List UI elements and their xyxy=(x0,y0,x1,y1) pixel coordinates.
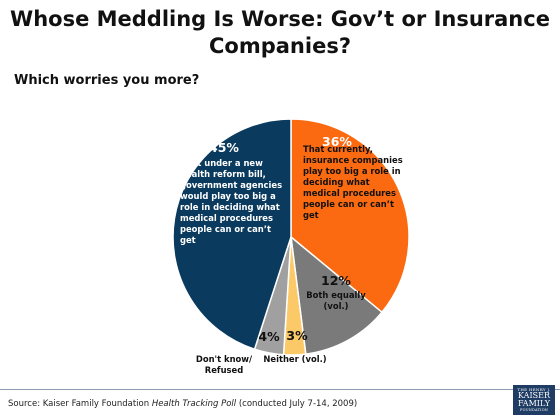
slice-description-1-line-3: play too big a role in xyxy=(303,166,401,176)
slice-description-3-line-1: Neither (vol.) xyxy=(263,354,326,364)
pie-slice-5 xyxy=(172,118,292,351)
slice-description-5-line-7: people can or can’t xyxy=(180,224,271,234)
slice-description-5-line-4: would play too big a xyxy=(180,191,276,201)
slice-description-4-line-1: Don't know/ xyxy=(196,354,253,364)
slice-description-1-line-5: medical procedures xyxy=(303,188,396,198)
pie-slice-2 xyxy=(290,235,383,355)
logo-line2: KAISER xyxy=(518,391,550,400)
kaiser-family-foundation-logo: THE HENRY J. KAISER FAMILY FOUNDATION xyxy=(513,385,555,415)
source-suffix: (conducted July 7-14, 2009) xyxy=(236,399,358,409)
pie-chart: 36%That currently,insurance companiespla… xyxy=(172,118,410,375)
slice-description-5-line-6: medical procedures xyxy=(180,213,273,223)
slice-percent-label-5: 45% xyxy=(209,140,239,155)
slice-description-1-line-4: deciding what xyxy=(303,177,370,187)
slice-description-1-line-6: people can or can’t xyxy=(303,199,394,209)
source-note: Source: Kaiser Family Foundation Health … xyxy=(8,399,357,409)
logo-line1: THE HENRY J. xyxy=(517,387,551,392)
slice-description-1-line-1: That currently, xyxy=(303,144,373,154)
slice-percent-label-4: 4% xyxy=(258,329,280,344)
slice-description-1-line-2: insurance companies xyxy=(303,155,403,165)
logo-line3: FAMILY xyxy=(517,399,551,408)
chart-subtitle: Which worries you more? xyxy=(14,73,200,88)
slice-description-5-line-2: health reform bill, xyxy=(180,169,266,179)
pie-slice-1 xyxy=(290,118,410,314)
slice-description-5-line-8: get xyxy=(180,235,196,245)
source-prefix: Source: Kaiser Family Foundation xyxy=(8,399,152,409)
chart-title: Whose Meddling Is Worse: Gov’t or Insura… xyxy=(0,6,560,60)
slice-description-5-line-1: That under a new xyxy=(180,158,263,168)
slice-description-5-line-5: role in deciding what xyxy=(180,202,280,212)
slice-description-2-line-2: (vol.) xyxy=(324,301,349,311)
slice-description-4-line-2: Refused xyxy=(205,365,243,375)
chart-title-line1: Whose Meddling Is Worse: Gov’t or Insura… xyxy=(10,7,550,31)
source-survey-name: Health Tracking Poll xyxy=(151,399,237,409)
slice-percent-label-2: 12% xyxy=(321,273,351,288)
slice-description-1-line-7: get xyxy=(303,210,319,220)
slice-description-2-line-1: Both equally xyxy=(306,290,366,300)
slice-percent-label-1: 36% xyxy=(322,134,352,149)
logo-line4: FOUNDATION xyxy=(519,408,549,412)
chart-title-line2: Companies? xyxy=(209,34,351,58)
slice-percent-label-3: 3% xyxy=(286,328,308,343)
slice-description-5-line-3: government agencies xyxy=(180,180,282,190)
footer-divider xyxy=(0,389,560,390)
